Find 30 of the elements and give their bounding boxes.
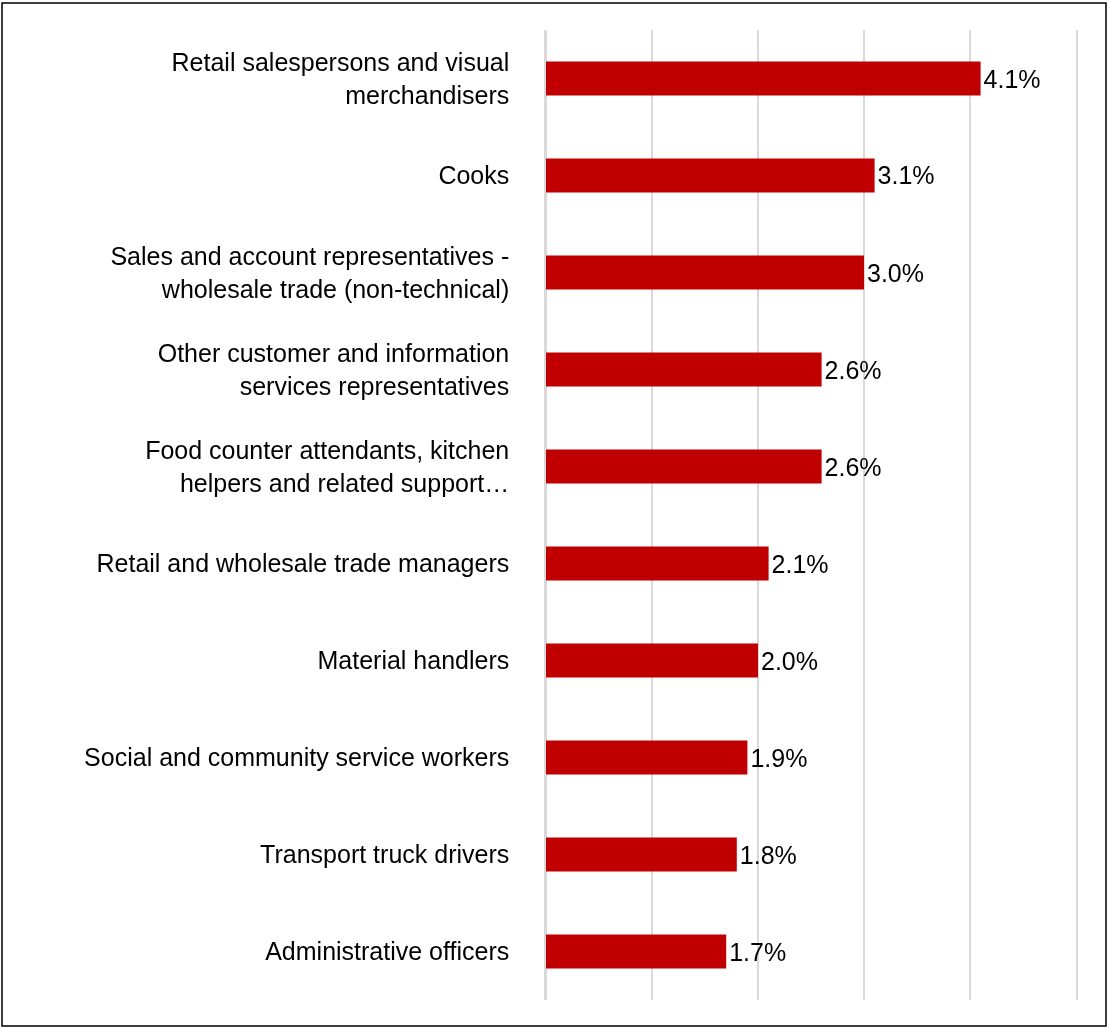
data-label: 3.0% [867,258,924,287]
y-tick-label: Retail salespersons and visual merchandisers [171,48,510,109]
y-tick-label: Material handlers [317,646,510,675]
bar [546,546,769,581]
bar [546,255,864,290]
data-label: 2.1% [771,549,829,578]
bar [546,643,758,678]
data-label: 4.1% [983,64,1041,93]
y-tick-label: Food counter attendants, kitchen helpers and related support… [145,436,510,497]
data-label: 2.0% [761,646,818,675]
bar [546,61,981,96]
y-tick-label: Retail and wholesale trade managers [96,549,510,578]
data-label: 1.7% [729,937,787,966]
y-tick-label: Other customer and information services representatives [157,339,510,400]
bar [546,934,727,969]
bar [546,352,822,387]
y-tick-label: Transport truck drivers [260,840,510,869]
data-label: 3.1% [877,161,935,190]
bar [546,837,737,872]
bar [546,740,748,775]
y-tick-label: Social and community service workers [84,743,510,772]
y-tick-label: Administrative officers [265,937,510,966]
y-tick-label: Sales and account representatives - wholesale trade (non-technical) [110,242,510,303]
data-label: 1.9% [750,743,808,772]
bar [546,158,875,193]
data-label: 1.8% [739,840,797,869]
data-label: 2.6% [824,355,882,384]
y-tick-label: Cooks [438,161,510,190]
data-label: 2.6% [824,452,882,481]
bar [546,449,822,484]
